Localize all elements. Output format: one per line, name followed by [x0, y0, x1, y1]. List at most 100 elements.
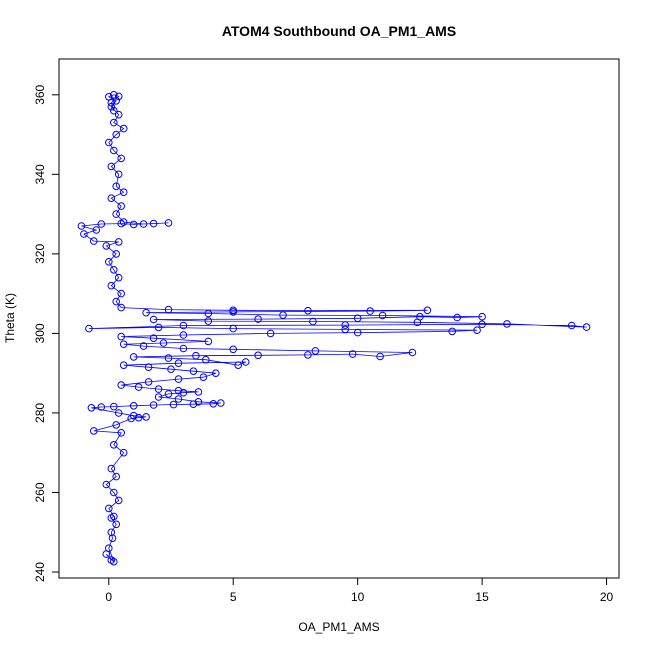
data-point: [139, 342, 148, 350]
data-point: [112, 250, 120, 258]
data-point: [202, 355, 210, 364]
data-point: [194, 398, 203, 406]
data-point: [179, 321, 188, 330]
data-point: [179, 344, 188, 353]
data-point: [353, 328, 362, 337]
data-point: [169, 400, 178, 409]
data-point: [90, 427, 98, 435]
data-point: [341, 321, 350, 329]
data-point: [204, 337, 213, 346]
data-point: [234, 361, 242, 370]
data-point: [309, 317, 317, 326]
data-point: [194, 388, 203, 396]
data-point: [229, 306, 237, 315]
data-point: [149, 401, 158, 409]
data-point: [114, 92, 123, 101]
data-point: [108, 534, 117, 543]
data-point: [164, 219, 173, 227]
data-point: [192, 351, 200, 360]
y-tick-label: 340: [33, 164, 47, 184]
data-point: [129, 353, 138, 361]
data-point: [159, 339, 168, 347]
data-point: [149, 334, 158, 343]
data-point: [189, 367, 198, 376]
data-point: [129, 411, 138, 420]
data-point: [174, 375, 183, 383]
data-point: [416, 312, 424, 321]
plot-series: [77, 91, 591, 566]
data-point: [139, 220, 148, 228]
data-point: [567, 321, 576, 330]
data-point: [311, 347, 320, 355]
data-point: [453, 313, 462, 322]
data-point: [107, 162, 116, 171]
data-point: [119, 124, 128, 133]
data-point: [110, 266, 118, 274]
data-point: [117, 332, 125, 341]
data-point: [164, 305, 173, 314]
data-point: [107, 102, 116, 111]
x-axis-label: OA_PM1_AMS: [298, 620, 379, 634]
data-point: [112, 297, 120, 306]
data-point: [117, 303, 125, 312]
data-point: [110, 557, 118, 566]
data-point: [204, 317, 213, 325]
data-point: [112, 520, 120, 529]
y-tick-label: 320: [33, 244, 47, 264]
data-point: [119, 448, 128, 457]
data-point: [110, 488, 118, 497]
data-point: [110, 118, 118, 127]
x-axis: 0 5 10 15 20: [105, 577, 614, 604]
y-tick-label: 300: [33, 323, 47, 343]
data-point: [110, 106, 118, 115]
data-point: [241, 358, 250, 366]
data-point: [149, 219, 158, 228]
data-point: [110, 512, 118, 521]
data-point: [92, 226, 101, 234]
data-point: [376, 352, 384, 361]
x-tick-label: 15: [475, 590, 489, 604]
data-point: [174, 395, 183, 403]
y-tick-label: 240: [33, 562, 47, 582]
data-point: [107, 194, 116, 202]
data-point: [266, 329, 275, 338]
data-point: [408, 348, 417, 357]
data-point: [114, 273, 123, 282]
series-line: [81, 94, 587, 562]
data-point: [117, 381, 125, 389]
data-point: [112, 130, 120, 139]
x-tick-label: 10: [351, 590, 365, 604]
data-point: [107, 98, 116, 107]
data-point: [114, 170, 123, 179]
data-point: [87, 404, 96, 412]
data-point: [304, 306, 312, 315]
data-point: [378, 311, 387, 320]
data-point: [254, 315, 262, 323]
data-point: [102, 242, 111, 250]
data-point: [144, 363, 153, 372]
data-point: [134, 383, 143, 391]
data-point: [117, 154, 125, 163]
data-point: [117, 429, 125, 437]
data-point: [112, 472, 120, 481]
data-point: [117, 202, 125, 210]
data-point: [119, 218, 128, 226]
data-point: [348, 350, 357, 358]
data-point: [174, 386, 183, 395]
data-point: [85, 324, 93, 333]
y-tick-label: 260: [33, 482, 47, 502]
data-point: [114, 496, 123, 505]
data-point: [105, 138, 113, 147]
data-point: [112, 421, 120, 429]
data-point: [142, 308, 150, 317]
data-point: [112, 210, 120, 218]
data-point: [204, 309, 213, 318]
data-point: [154, 393, 163, 401]
data-point: [164, 354, 173, 362]
data-point: [77, 222, 86, 230]
data-point: [110, 91, 118, 99]
data-point: [105, 258, 113, 266]
data-point: [90, 237, 98, 245]
data-point: [149, 315, 158, 324]
